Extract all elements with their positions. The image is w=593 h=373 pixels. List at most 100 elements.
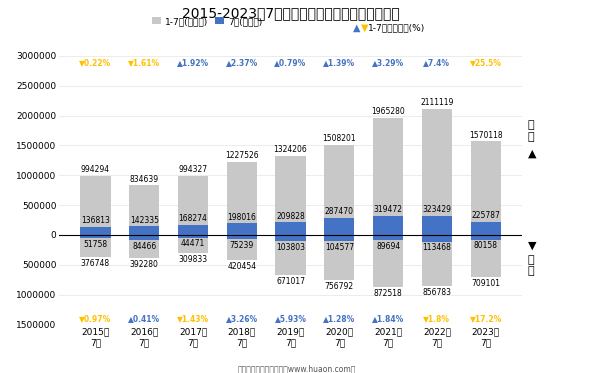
Text: 756792: 756792 xyxy=(325,282,354,291)
Bar xyxy=(275,156,306,235)
Text: 709101: 709101 xyxy=(471,279,500,288)
Bar xyxy=(422,109,452,235)
Text: ▲0.79%: ▲0.79% xyxy=(275,58,307,67)
Text: 309833: 309833 xyxy=(178,255,208,264)
Text: 198016: 198016 xyxy=(227,213,256,222)
Text: ▲: ▲ xyxy=(353,23,361,33)
Text: ▲1.28%: ▲1.28% xyxy=(323,314,355,323)
Text: 209828: 209828 xyxy=(276,212,305,221)
Text: 1965280: 1965280 xyxy=(371,107,405,116)
Bar xyxy=(178,176,208,235)
Text: 进
口: 进 口 xyxy=(527,255,534,276)
Bar xyxy=(471,235,501,240)
Bar xyxy=(422,216,452,235)
Text: ▲3.29%: ▲3.29% xyxy=(372,58,404,67)
Text: 834639: 834639 xyxy=(130,175,159,184)
Bar xyxy=(80,235,110,257)
Text: 142335: 142335 xyxy=(130,216,159,225)
Text: 80158: 80158 xyxy=(474,241,498,250)
Title: 2015-2023年7月重庆西永综合保税区进、出口额: 2015-2023年7月重庆西永综合保税区进、出口额 xyxy=(181,6,400,20)
Bar xyxy=(324,235,355,280)
Text: 994294: 994294 xyxy=(81,165,110,174)
Text: 1570118: 1570118 xyxy=(469,131,502,140)
Text: 225787: 225787 xyxy=(471,211,500,220)
Text: ▲2.37%: ▲2.37% xyxy=(226,58,258,67)
Bar xyxy=(227,162,257,235)
Text: 671017: 671017 xyxy=(276,277,305,286)
Text: ▼1.43%: ▼1.43% xyxy=(177,314,209,323)
Text: 319472: 319472 xyxy=(374,205,403,214)
Bar xyxy=(324,145,355,235)
Bar xyxy=(373,235,403,287)
Bar xyxy=(373,216,403,235)
Text: 1-7月同比增速(%): 1-7月同比增速(%) xyxy=(368,23,425,32)
Text: ▲1.92%: ▲1.92% xyxy=(177,58,209,67)
Bar xyxy=(373,235,403,240)
Text: 44471: 44471 xyxy=(181,239,205,248)
Bar xyxy=(227,235,257,260)
Bar xyxy=(373,118,403,235)
Bar xyxy=(227,223,257,235)
Bar xyxy=(275,235,306,241)
Text: ▲1.84%: ▲1.84% xyxy=(372,314,404,323)
Text: ▼: ▼ xyxy=(361,23,368,33)
Bar xyxy=(178,235,208,238)
Text: ▲5.93%: ▲5.93% xyxy=(275,314,307,323)
Text: 323429: 323429 xyxy=(422,205,451,214)
Bar xyxy=(275,222,306,235)
Text: ▼17.2%: ▼17.2% xyxy=(470,314,502,323)
Text: 392280: 392280 xyxy=(130,260,159,269)
Text: ▼0.97%: ▼0.97% xyxy=(79,314,111,323)
Bar xyxy=(129,226,160,235)
Text: 856783: 856783 xyxy=(422,288,451,297)
Text: ▼1.8%: ▼1.8% xyxy=(423,314,451,323)
Text: 168274: 168274 xyxy=(178,214,208,223)
Text: ▲3.26%: ▲3.26% xyxy=(226,314,258,323)
Text: 89694: 89694 xyxy=(376,242,400,251)
Text: ▲: ▲ xyxy=(528,149,536,159)
Bar xyxy=(324,235,355,241)
Bar xyxy=(129,185,160,235)
Text: 51758: 51758 xyxy=(84,240,107,249)
Text: ▲0.41%: ▲0.41% xyxy=(128,314,160,323)
Bar xyxy=(80,176,110,235)
Bar xyxy=(471,141,501,235)
Text: ▲1.39%: ▲1.39% xyxy=(323,58,355,67)
Bar xyxy=(178,225,208,235)
Text: 103803: 103803 xyxy=(276,243,305,252)
Text: 出
口: 出 口 xyxy=(527,120,534,142)
Text: ▼: ▼ xyxy=(528,240,536,250)
Text: ▼25.5%: ▼25.5% xyxy=(470,58,502,67)
Text: 136813: 136813 xyxy=(81,216,110,225)
Text: 75239: 75239 xyxy=(229,241,254,250)
Text: ▲7.4%: ▲7.4% xyxy=(423,58,451,67)
Legend: 1-7月(万美元), 7月(万美元): 1-7月(万美元), 7月(万美元) xyxy=(149,13,266,30)
Text: 420454: 420454 xyxy=(227,262,256,271)
Text: 84466: 84466 xyxy=(132,242,157,251)
Bar xyxy=(178,235,208,254)
Text: 287470: 287470 xyxy=(325,207,354,216)
Bar xyxy=(129,235,160,258)
Text: ▼1.61%: ▼1.61% xyxy=(128,58,160,67)
Bar xyxy=(422,235,452,242)
Bar xyxy=(471,222,501,235)
Text: 制图：华经产业研究院（www.huaon.com）: 制图：华经产业研究院（www.huaon.com） xyxy=(237,364,356,373)
Bar xyxy=(422,235,452,286)
Bar xyxy=(227,235,257,239)
Bar xyxy=(275,235,306,275)
Text: 872518: 872518 xyxy=(374,289,403,298)
Bar xyxy=(129,235,160,240)
Bar xyxy=(80,227,110,235)
Text: 994327: 994327 xyxy=(178,165,208,174)
Text: 2111119: 2111119 xyxy=(420,98,454,107)
Text: 1324206: 1324206 xyxy=(274,145,307,154)
Bar xyxy=(80,235,110,238)
Text: 1508201: 1508201 xyxy=(323,134,356,143)
Bar xyxy=(324,218,355,235)
Text: 1227526: 1227526 xyxy=(225,151,259,160)
Text: 376748: 376748 xyxy=(81,259,110,268)
Text: 113468: 113468 xyxy=(422,244,451,253)
Bar xyxy=(471,235,501,277)
Text: ▼0.22%: ▼0.22% xyxy=(79,58,111,67)
Text: 104577: 104577 xyxy=(325,243,354,252)
